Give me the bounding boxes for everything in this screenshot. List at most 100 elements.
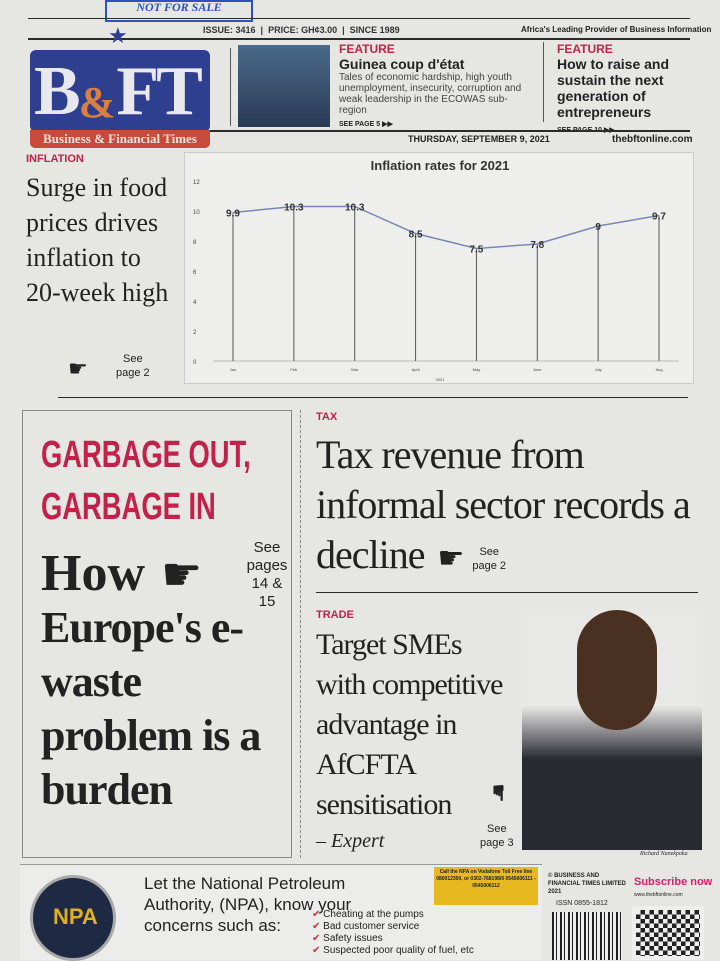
- ewaste-story[interactable]: GARBAGE OUT, GARBAGE IN How ☛ See pages 14…: [22, 410, 292, 858]
- see-page-ref: See pages 14 & 15: [246, 539, 288, 610]
- npa-advert[interactable]: NPA Let the National Petroleum Authority…: [20, 864, 542, 961]
- inflation-label: INFLATION: [26, 153, 84, 165]
- pointing-hand-icon: ☛: [437, 541, 465, 575]
- subscribe-url: www.thebftonline.com: [634, 892, 683, 898]
- data-label: 7.5: [469, 245, 483, 256]
- npa-callout: Call the NPA on Vodafone Toll Free line …: [434, 867, 538, 905]
- x-tick-label: July: [595, 367, 602, 372]
- y-tick-label: 2: [193, 330, 197, 336]
- data-label: 9: [595, 222, 601, 233]
- kicker-line-1: GARBAGE OUT,: [41, 434, 251, 476]
- y-tick-label: 12: [193, 180, 200, 186]
- check-icon: ✔: [312, 921, 321, 932]
- x-tick-label: Mar: [351, 367, 359, 372]
- logo-background: [30, 50, 210, 132]
- rule: [316, 592, 698, 593]
- series-line: [232, 205, 660, 250]
- rule: [210, 130, 690, 132]
- list-item: ✔ Bad customer service: [312, 921, 420, 932]
- check-icon: ✔: [312, 909, 321, 920]
- feature-photo: [238, 45, 330, 127]
- divider: [543, 42, 544, 122]
- issue-number: ISSUE: 3416: [203, 25, 256, 35]
- pointing-hand-icon: ☛: [485, 783, 511, 803]
- data-label: 9.9: [226, 209, 240, 220]
- kicker-line-2: GARBAGE IN: [41, 486, 216, 528]
- feature-title: Guinea coup d'état: [339, 56, 465, 72]
- chart-svg: Inflation rates for 2021 0 2 4 6 8 10 12 Jan Feb M…: [193, 158, 679, 382]
- y-tick-label: 10: [193, 210, 200, 216]
- npa-logo-text: NPA: [53, 904, 98, 929]
- stamp-text: NOT FOR SALE: [136, 0, 222, 14]
- list-item: ✔ Cheating at the pumps: [312, 909, 424, 920]
- qr-code[interactable]: [632, 906, 704, 960]
- x-tick-label: Aug: [655, 367, 662, 372]
- y-tick-label: 6: [193, 270, 197, 276]
- pointing-hand-icon: ☛: [68, 356, 88, 381]
- data-label: 10.3: [284, 203, 304, 214]
- copyright: © BUSINESS AND FINANCIAL TIMES LIMITED 2…: [548, 873, 626, 895]
- issue-date: THURSDAY, SEPTEMBER 9, 2021: [408, 134, 550, 144]
- feature-entrepreneurs[interactable]: FEATURE How to raise and sustain the nex…: [557, 42, 697, 134]
- since: SINCE 1989: [349, 25, 400, 35]
- issn: ISSN 0855-1812: [556, 900, 608, 907]
- see-page-ref: See page 3: [480, 823, 514, 849]
- x-tick-label: June: [533, 367, 542, 372]
- photo-head: [577, 610, 657, 730]
- feature-title: How to raise and sustain the next genera…: [557, 56, 670, 120]
- data-label: 7.8: [530, 240, 544, 251]
- x-tick-label: May: [473, 367, 481, 372]
- expert-photo: [522, 610, 702, 850]
- see-page-ref: See page 2: [116, 353, 150, 379]
- see-page-ref: See page 2: [472, 545, 507, 572]
- see-page-link[interactable]: SEE PAGE 5 ▶▶: [339, 121, 393, 128]
- byline: – Expert: [316, 830, 385, 852]
- subscribe-link[interactable]: Subscribe now: [634, 876, 713, 888]
- tax-headline: Tax revenue from informal sector records…: [316, 432, 691, 577]
- price: PRICE: GH¢3.00: [268, 25, 338, 35]
- bft-logo: ★ B & FT Business & Financial Times: [30, 20, 210, 148]
- x-tick-label: Jan: [230, 367, 236, 372]
- barcode: [552, 912, 622, 960]
- tax-label: TAX: [316, 411, 338, 423]
- divider: [230, 48, 231, 126]
- issue-meta: ISSUE: 3416 | PRICE: GH¢3.00 | SINCE 198…: [203, 25, 400, 35]
- x-tick-label: Feb: [290, 367, 298, 372]
- trade-label: TRADE: [316, 609, 354, 621]
- npa-logo: NPA: [30, 875, 116, 961]
- ewaste-headline: Europe's e-waste problem is a burden: [41, 603, 261, 814]
- y-tick-label: 0: [193, 360, 197, 366]
- check-icon: ✔: [312, 945, 321, 956]
- tagline: Africa's Leading Provider of Business In…: [521, 25, 712, 34]
- tax-story[interactable]: Tax revenue from informal sector records…: [316, 430, 700, 580]
- rule: [28, 18, 690, 19]
- data-label: 9.7: [652, 212, 666, 223]
- pointing-hand-icon: ☛: [161, 548, 203, 600]
- x-axis-label: 2021: [436, 377, 446, 382]
- data-label: 10.3: [345, 203, 365, 214]
- check-icon: ✔: [312, 933, 321, 944]
- y-tick-label: 8: [193, 240, 197, 246]
- trade-headline[interactable]: Target SMEs with competitive advantage i…: [316, 628, 503, 821]
- feature-desc: Tales of economic hardship, high youth u…: [339, 72, 522, 116]
- inflation-chart: Inflation rates for 2021 0 2 4 6 8 10 12 Jan Feb M…: [184, 152, 694, 384]
- rule: [28, 38, 690, 40]
- double-arrow-icon: ▶▶: [382, 121, 393, 128]
- list-item: ✔ Safety issues: [312, 933, 383, 944]
- website: thebftonline.com: [612, 134, 693, 145]
- logo-subtitle: Business & Financial Times: [30, 130, 210, 148]
- photo-caption: Richard Nanekpoka: [640, 851, 688, 857]
- feature-label: FEATURE: [557, 42, 613, 56]
- feature-label: FEATURE: [339, 42, 395, 56]
- divider: [300, 410, 301, 858]
- logo-lettering: B & FT: [34, 53, 203, 130]
- feature-guinea[interactable]: FEATURE Guinea coup d'état Tales of econ…: [339, 42, 534, 128]
- star-icon: ★: [108, 23, 128, 48]
- not-for-sale-stamp: NOT FOR SALE: [105, 0, 253, 22]
- x-tick-label: April: [412, 367, 420, 372]
- ad-concerns-list: ✔ Cheating at the pumps ✔ Bad customer s…: [312, 909, 474, 957]
- inflation-headline[interactable]: Surge in food prices drives inflation to…: [26, 173, 169, 307]
- rule: [58, 397, 688, 398]
- y-tick-label: 4: [193, 300, 197, 306]
- list-item: ✔ Suspected poor quality of fuel, etc: [312, 945, 474, 956]
